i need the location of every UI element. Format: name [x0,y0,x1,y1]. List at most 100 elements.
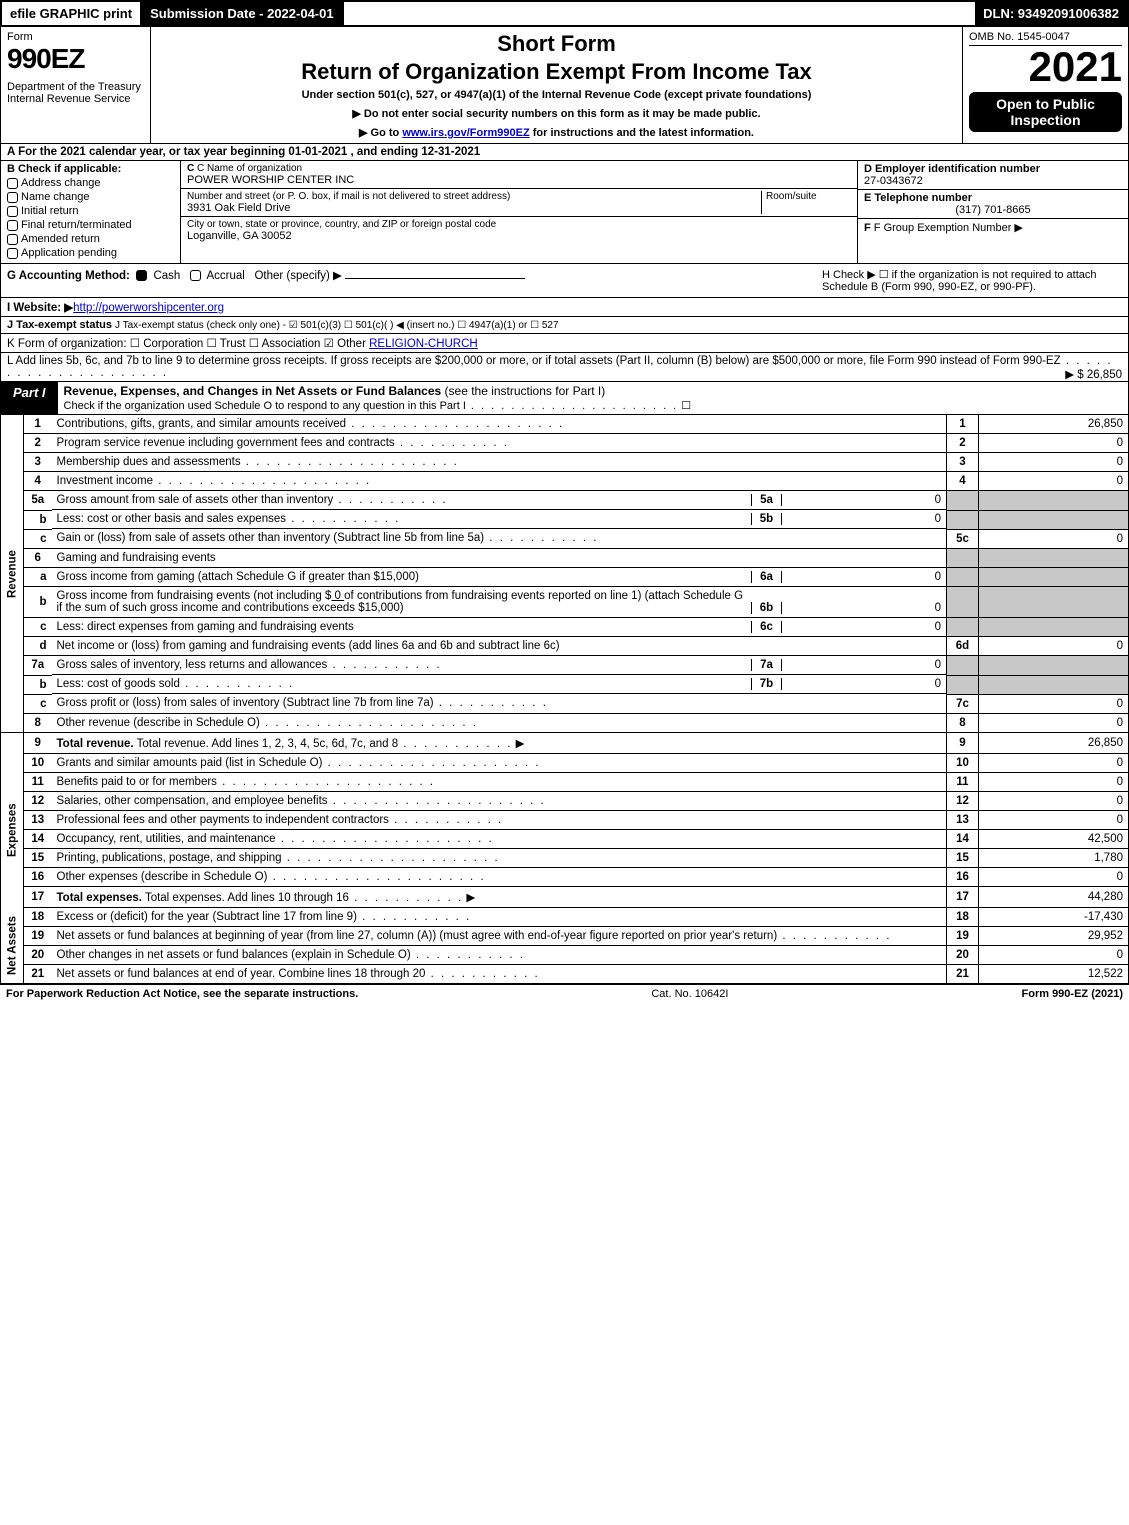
check-amended-return[interactable]: Amended return [7,233,174,245]
checkbox-icon[interactable] [7,178,18,189]
department-label: Department of the Treasury Internal Reve… [7,81,144,105]
line-13: 13Professional fees and other payments t… [1,810,1129,829]
line-14: 14Occupancy, rent, utilities, and mainte… [1,829,1129,848]
line-9: 9Total revenue. Total revenue. Add lines… [1,732,1129,753]
instruction-2: ▶ Go to www.irs.gov/Form990EZ for instru… [157,126,956,139]
row-l-gross-receipts: L Add lines 5b, 6c, and 7b to line 9 to … [0,353,1129,382]
netassets-vlabel: Net Assets [1,907,24,983]
row-g-accounting: G Accounting Method: Cash Accrual Other … [0,263,1129,298]
line-19: 19Net assets or fund balances at beginni… [1,926,1129,945]
instruction-1: ▶ Do not enter social security numbers o… [157,107,956,120]
line-12: 12Salaries, other compensation, and empl… [1,791,1129,810]
website-link[interactable]: http://powerworshipcenter.org [73,302,224,314]
line-6b: bGross income from fundraising events (n… [1,587,1129,618]
line-18: Net Assets 18Excess or (deficit) for the… [1,907,1129,926]
line-11: 11Benefits paid to or for members110 [1,772,1129,791]
footer-right: Form 990-EZ (2021) [1022,988,1124,1000]
checkbox-icon[interactable] [7,206,18,217]
top-bar: efile GRAPHIC print Submission Date - 20… [0,0,1129,27]
open-to-public-badge: Open to Public Inspection [969,92,1122,132]
tax-year: 2021 [969,46,1122,88]
group-exemption-label: F F Group Exemption Number ▶ [864,221,1122,234]
irs-link[interactable]: www.irs.gov/Form990EZ [402,127,529,139]
line-5c: cGain or (loss) from sale of assets othe… [1,529,1129,548]
line-5b: bLess: cost or other basis and sales exp… [1,510,1129,529]
street-label: Number and street (or P. O. box, if mail… [187,191,761,202]
phone-value: (317) 701-8665 [864,204,1122,216]
footer-left: For Paperwork Reduction Act Notice, see … [6,988,358,1000]
efile-print-button[interactable]: efile GRAPHIC print [2,2,142,25]
line-20: 20Other changes in net assets or fund ba… [1,945,1129,964]
expenses-vlabel: Expenses [1,753,24,907]
line-7a: 7aGross sales of inventory, less returns… [1,656,1129,676]
checkbox-accrual-icon[interactable] [190,270,201,281]
section-f: F F Group Exemption Number ▶ [858,219,1128,236]
checkbox-icon[interactable] [7,248,18,259]
ein-value: 27-0343672 [864,175,1122,187]
city-value: Loganville, GA 30052 [187,230,851,242]
line-7b: bLess: cost of goods sold7b0 [1,675,1129,694]
part-i-header: Part I Revenue, Expenses, and Changes in… [0,382,1129,415]
dln-label: DLN: 93492091006382 [975,2,1127,25]
line-3: 3Membership dues and assessments30 [1,453,1129,472]
line-1: Revenue 1Contributions, gifts, grants, a… [1,415,1129,434]
line-15: 15Printing, publications, postage, and s… [1,848,1129,867]
section-b-label: B Check if applicable: [7,163,174,175]
form-header: Form 990EZ Department of the Treasury In… [0,27,1129,144]
part-i-tab: Part I [1,382,58,414]
line-6: 6Gaming and fundraising events [1,548,1129,567]
section-c: C C Name of organization POWER WORSHIP C… [181,161,858,263]
footer-cat-no: Cat. No. 10642I [358,988,1021,1000]
checkbox-cash-icon[interactable] [136,270,147,281]
city-label: City or town, state or province, country… [187,219,851,230]
row-i-website: I Website: ▶http://powerworshipcenter.or… [0,298,1129,317]
religion-church-link[interactable]: RELIGION-CHURCH [369,338,478,350]
header-left: Form 990EZ Department of the Treasury In… [1,27,151,143]
room-suite-label: Room/suite [761,191,851,214]
line-6c: cLess: direct expenses from gaming and f… [1,618,1129,637]
row-j-tax-exempt: J Tax-exempt status J Tax-exempt status … [0,317,1129,334]
line-6a: aGross income from gaming (attach Schedu… [1,567,1129,587]
ein-label: D Employer identification number [864,163,1122,175]
check-initial-return[interactable]: Initial return [7,205,174,217]
part-i-title: Revenue, Expenses, and Changes in Net As… [58,382,1128,414]
line-2: 2Program service revenue including gover… [1,434,1129,453]
return-title: Return of Organization Exempt From Incom… [157,59,956,85]
row-h: H Check ▶ ☐ if the organization is not r… [822,268,1122,293]
section-b: B Check if applicable: Address change Na… [1,161,181,263]
row-k-form-org: K Form of organization: ☐ Corporation ☐ … [0,334,1129,353]
phone-label: E Telephone number [864,192,1122,204]
check-application-pending[interactable]: Application pending [7,247,174,259]
section-e: E Telephone number (317) 701-8665 [858,190,1128,219]
checkbox-icon[interactable] [7,234,18,245]
header-right: OMB No. 1545-0047 2021 Open to Public In… [963,27,1128,143]
revenue-vlabel: Revenue [1,415,24,732]
short-form-title: Short Form [157,31,956,57]
check-final-return[interactable]: Final return/terminated [7,219,174,231]
checkbox-icon[interactable] [7,192,18,203]
section-def: D Employer identification number 27-0343… [858,161,1128,263]
org-name-label: C C Name of organization [187,163,851,174]
org-name-value: POWER WORSHIP CENTER INC [187,174,851,186]
row-a-tax-year: A For the 2021 calendar year, or tax yea… [0,144,1129,161]
line-5a: 5aGross amount from sale of assets other… [1,491,1129,511]
street-row: Number and street (or P. O. box, if mail… [181,189,857,217]
block-bcdef: B Check if applicable: Address change Na… [0,161,1129,263]
line-21: 21Net assets or fund balances at end of … [1,964,1129,983]
under-section-text: Under section 501(c), 527, or 4947(a)(1)… [157,89,956,101]
page-footer: For Paperwork Reduction Act Notice, see … [0,984,1129,1003]
city-row: City or town, state or province, country… [181,217,857,244]
line-4: 4Investment income40 [1,472,1129,491]
org-name-row: C C Name of organization POWER WORSHIP C… [181,161,857,189]
part-i-table: Revenue 1Contributions, gifts, grants, a… [0,415,1129,984]
line-17: 17Total expenses. Total expenses. Add li… [1,886,1129,907]
header-center: Short Form Return of Organization Exempt… [151,27,963,143]
line-8: 8Other revenue (describe in Schedule O)8… [1,713,1129,732]
line-6d: dNet income or (loss) from gaming and fu… [1,637,1129,656]
check-address-change[interactable]: Address change [7,177,174,189]
check-name-change[interactable]: Name change [7,191,174,203]
checkbox-icon[interactable] [7,220,18,231]
line-16: 16Other expenses (describe in Schedule O… [1,867,1129,886]
form-number: 990EZ [7,43,144,75]
street-value: 3931 Oak Field Drive [187,202,761,214]
